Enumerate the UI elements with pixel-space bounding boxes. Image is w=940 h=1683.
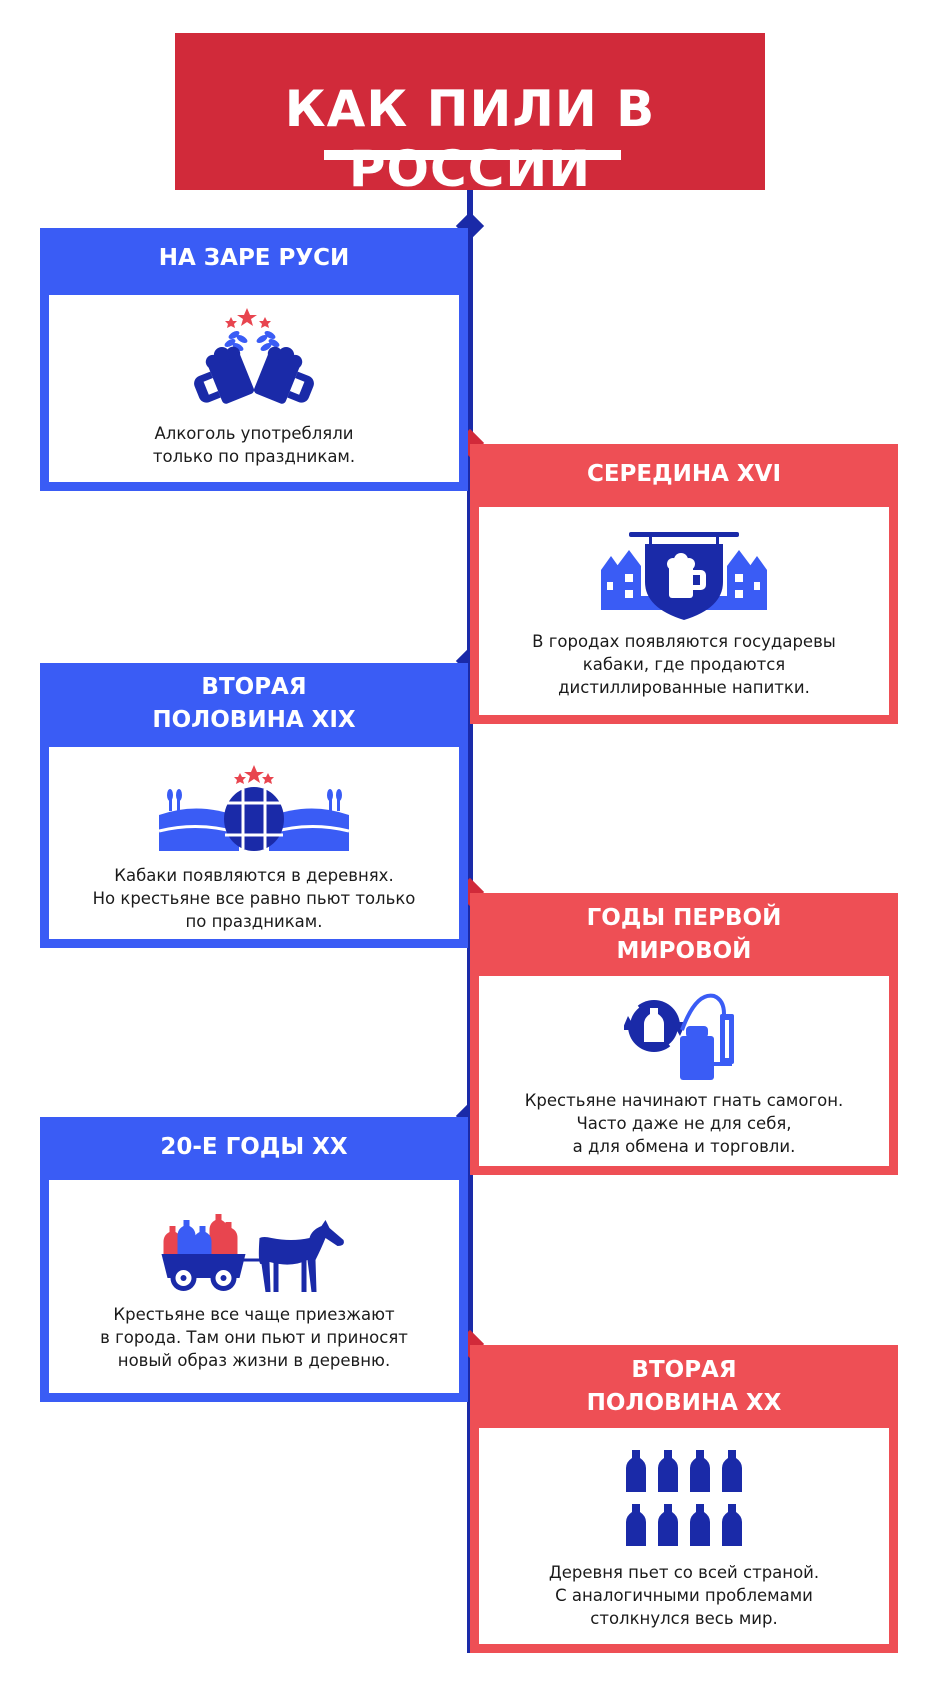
card-text-line: Часто даже не для себя, (576, 1114, 792, 1133)
tavern-sign-icon (601, 532, 767, 620)
card-text-line: В городах появляются государевы (532, 632, 836, 651)
barrel-village-icon (159, 765, 349, 851)
timeline-card-2: СЕРЕДИНА XVI (470, 444, 898, 724)
card-text-line: Но крестьяне все равно пьют только (92, 889, 416, 908)
bottles-icon (626, 1450, 742, 1546)
card-text-line: дистиллированные напитки. (558, 678, 810, 697)
card-text-line: кабаки, где продаются (582, 655, 786, 674)
card-heading-line: ВТОРАЯ (201, 674, 307, 700)
card-heading: 20-Е ГОДЫ XX (160, 1134, 348, 1160)
card-heading: НА ЗАРЕ РУСИ (158, 245, 350, 271)
card-text-line: Деревня пьет со всей страной. (548, 1563, 820, 1582)
card-text-line: Крестьяне начинают гнать самогон. (524, 1091, 844, 1110)
card-heading-line: ПОЛОВИНА XX (586, 1390, 782, 1416)
title-underline (324, 150, 621, 160)
card-heading: ГОДЫ ПЕРВОЙ МИРОВОЙ (470, 902, 898, 968)
card-text-line: новый образ жизни в деревню. (117, 1351, 391, 1370)
title-banner: КАК ПИЛИ В РОССИИ (175, 33, 765, 198)
card-text-line: столкнулся весь мир. (590, 1609, 778, 1628)
horse-cart-icon (161, 1214, 344, 1292)
page-title: КАК ПИЛИ В РОССИИ (284, 80, 656, 198)
beer-mugs-icon (194, 308, 314, 404)
card-heading: ВТОРАЯ ПОЛОВИНА XX (470, 1354, 898, 1420)
card-text-line: Кабаки появляются в деревнях. (114, 866, 394, 885)
timeline-card-4: ГОДЫ ПЕРВОЙ МИРОВОЙ Крестьяне начинают г… (470, 893, 898, 1175)
card-heading: СЕРЕДИНА XVI (586, 461, 782, 487)
card-heading: ВТОРАЯ ПОЛОВИНА XIX (40, 671, 468, 737)
card-text-line: Алкоголь употребляли (154, 424, 354, 443)
still-icon (624, 993, 734, 1080)
card-heading-line: ПОЛОВИНА XIX (152, 707, 356, 733)
card-text-line: а для обмена и торговли. (572, 1137, 796, 1156)
card-text-line: С аналогичными проблемами (555, 1586, 813, 1605)
card-heading-line: ВТОРАЯ (631, 1357, 737, 1383)
timeline-card-3: ВТОРАЯ ПОЛОВИНА XIX Кабаки появляю (40, 663, 468, 948)
card-text-line: по праздникам. (185, 912, 323, 931)
card-text-line: в города. Там они пьют и приносят (100, 1328, 408, 1347)
timeline-card-6: ВТОРАЯ ПОЛОВИНА XX Деревня пьет со всей … (470, 1345, 898, 1653)
card-text-line: только по праздникам. (152, 447, 356, 466)
card-heading-line: ГОДЫ ПЕРВОЙ (586, 905, 782, 931)
card-text-line: Крестьяне все чаще приезжают (113, 1305, 395, 1324)
timeline-card-1: НА ЗАРЕ РУСИ (40, 228, 468, 491)
card-heading-line: МИРОВОЙ (616, 938, 752, 964)
timeline-card-5: 20-Е ГОДЫ XX Кре (40, 1117, 468, 1402)
